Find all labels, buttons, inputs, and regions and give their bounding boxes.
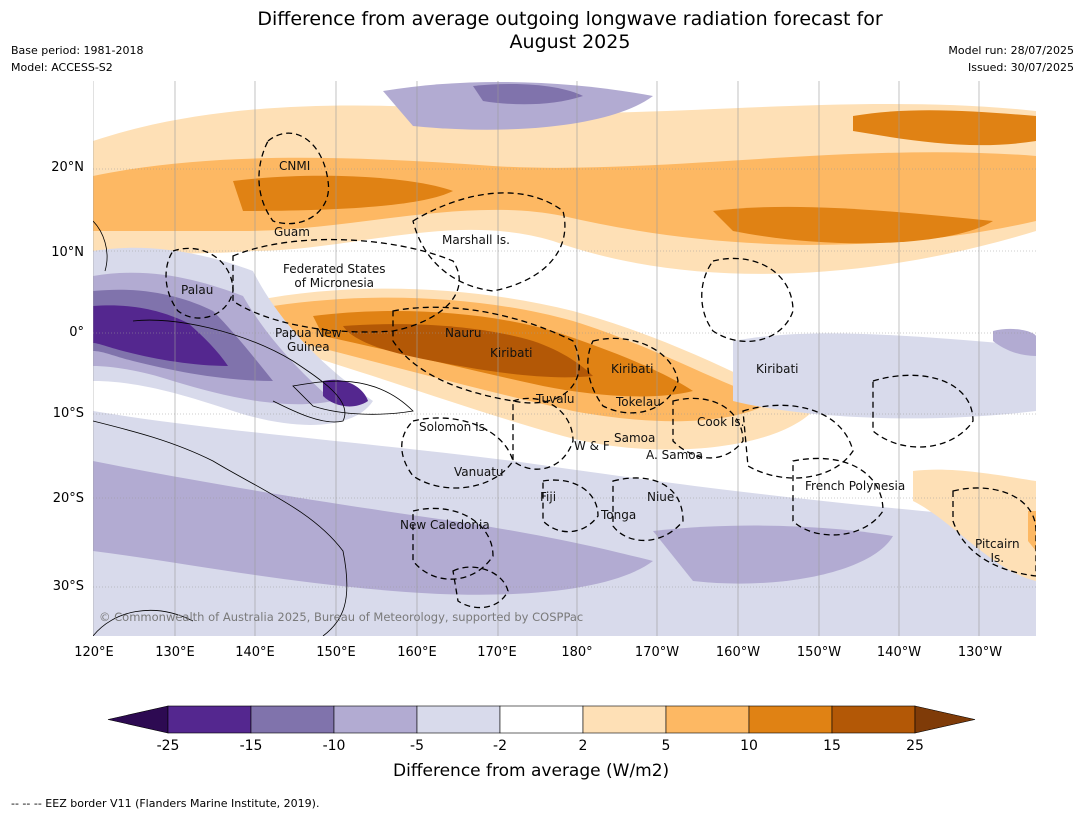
lat-tick-30s: 30°S bbox=[52, 579, 84, 594]
place-label-vanuatu: Vanuatu bbox=[454, 465, 504, 479]
place-label-micronesia: Federated States of Micronesia bbox=[283, 262, 386, 290]
place-label-tokelau: Tokelau bbox=[616, 395, 661, 409]
colorbar-segment bbox=[665, 705, 750, 734]
place-label-kiribati-central: Kiribati bbox=[611, 362, 654, 376]
colorbar-label: -10 bbox=[322, 738, 346, 754]
colorbar-label: -25 bbox=[156, 738, 180, 754]
model-run: Model run: 28/07/2025 bbox=[948, 44, 1074, 57]
map-svg bbox=[93, 81, 1036, 636]
place-label-solomon-islands: Solomon Is. bbox=[419, 420, 489, 434]
lon-tick-150w: 150°W bbox=[796, 645, 842, 660]
lon-tick-140e: 140°E bbox=[235, 645, 275, 660]
copyright-notice: © Commonwealth of Australia 2025, Bureau… bbox=[99, 610, 584, 624]
meta-right: Model run: 28/07/2025 Issued: 30/07/2025 bbox=[948, 42, 1074, 76]
colorbar-label: -15 bbox=[239, 738, 263, 754]
lon-tick-150e: 150°E bbox=[316, 645, 356, 660]
lon-tick-120e: 120°E bbox=[74, 645, 114, 660]
place-label-french-polynesia: French Polynesia bbox=[805, 479, 906, 493]
model-name: Model: ACCESS-S2 bbox=[11, 61, 113, 74]
lat-tick-20n: 20°N bbox=[51, 160, 84, 175]
colorbar-segment bbox=[582, 705, 667, 734]
lat-tick-10n: 10°N bbox=[51, 245, 84, 260]
lon-tick-170w: 170°W bbox=[634, 645, 680, 660]
colorbar-label: 10 bbox=[740, 738, 758, 754]
lon-tick-160e: 160°E bbox=[397, 645, 437, 660]
place-label-cook-islands: Cook Is. bbox=[697, 415, 745, 429]
lat-tick-0: 0° bbox=[69, 325, 84, 340]
lon-tick-140w: 140°W bbox=[876, 645, 922, 660]
place-label-papua-new-guinea: Papua New Guinea bbox=[275, 326, 342, 354]
colorbar-segment bbox=[416, 705, 501, 734]
colorbar-segment bbox=[831, 705, 916, 734]
colorbar-segment bbox=[167, 705, 252, 734]
lon-tick-130e: 130°E bbox=[155, 645, 195, 660]
map-title: Difference from average outgoing longwav… bbox=[257, 8, 883, 53]
place-label-american-samoa: A. Samoa bbox=[646, 448, 703, 462]
colorbar-extend-low bbox=[107, 705, 169, 734]
lon-tick-180: 180° bbox=[561, 645, 593, 660]
place-label-palau: Palau bbox=[181, 283, 214, 297]
lon-tick-130w: 130°W bbox=[957, 645, 1003, 660]
colorbar-extend-high bbox=[914, 705, 976, 734]
place-label-wallis-futuna: W & F bbox=[574, 439, 610, 453]
lat-tick-20s: 20°S bbox=[52, 491, 84, 506]
lon-tick-160w: 160°W bbox=[715, 645, 761, 660]
colorbar-segment bbox=[333, 705, 418, 734]
meta-left: Base period: 1981-2018 Model: ACCESS-S2 bbox=[11, 42, 143, 76]
place-label-nauru: Nauru bbox=[445, 326, 482, 340]
colorbar-label: 2 bbox=[578, 738, 588, 754]
issued-date: Issued: 30/07/2025 bbox=[967, 61, 1074, 74]
place-label-cnmi: CNMI bbox=[279, 159, 311, 173]
colorbar-segment bbox=[748, 705, 833, 734]
place-label-niue: Niue bbox=[647, 490, 675, 504]
eez-border-legend: -- -- -- EEZ border V11 (Flanders Marine… bbox=[11, 797, 320, 810]
place-label-tonga: Tonga bbox=[601, 508, 637, 522]
colorbar-label: -5 bbox=[410, 738, 424, 754]
colorbar bbox=[107, 705, 976, 734]
colorbar-label: 5 bbox=[661, 738, 671, 754]
lat-tick-10s: 10°S bbox=[52, 406, 84, 421]
place-label-new-caledonia: New Caledonia bbox=[400, 518, 490, 532]
colorbar-label: 15 bbox=[823, 738, 841, 754]
place-label-kiribati-west: Kiribati bbox=[490, 346, 533, 360]
colorbar-segment bbox=[499, 705, 584, 734]
place-label-fiji: Fiji bbox=[540, 490, 557, 504]
lon-tick-170e: 170°E bbox=[477, 645, 517, 660]
place-label-marshall-islands: Marshall Is. bbox=[442, 233, 510, 247]
colorbar-label: -2 bbox=[493, 738, 507, 754]
base-period: Base period: 1981-2018 bbox=[11, 44, 144, 57]
colorbar-title: Difference from average (W/m2) bbox=[393, 761, 670, 781]
place-label-samoa: Samoa bbox=[614, 431, 656, 445]
forecast-map: CNMI Guam Marshall Is. Federated States … bbox=[93, 81, 1036, 636]
place-label-kiribati-east: Kiribati bbox=[756, 362, 799, 376]
place-label-tuvalu: Tuvalu bbox=[536, 392, 575, 406]
colorbar-segment bbox=[250, 705, 335, 734]
colorbar-label: 25 bbox=[906, 738, 924, 754]
place-label-guam: Guam bbox=[274, 225, 310, 239]
place-label-pitcairn-islands: Pitcairn Is. bbox=[975, 537, 1020, 565]
